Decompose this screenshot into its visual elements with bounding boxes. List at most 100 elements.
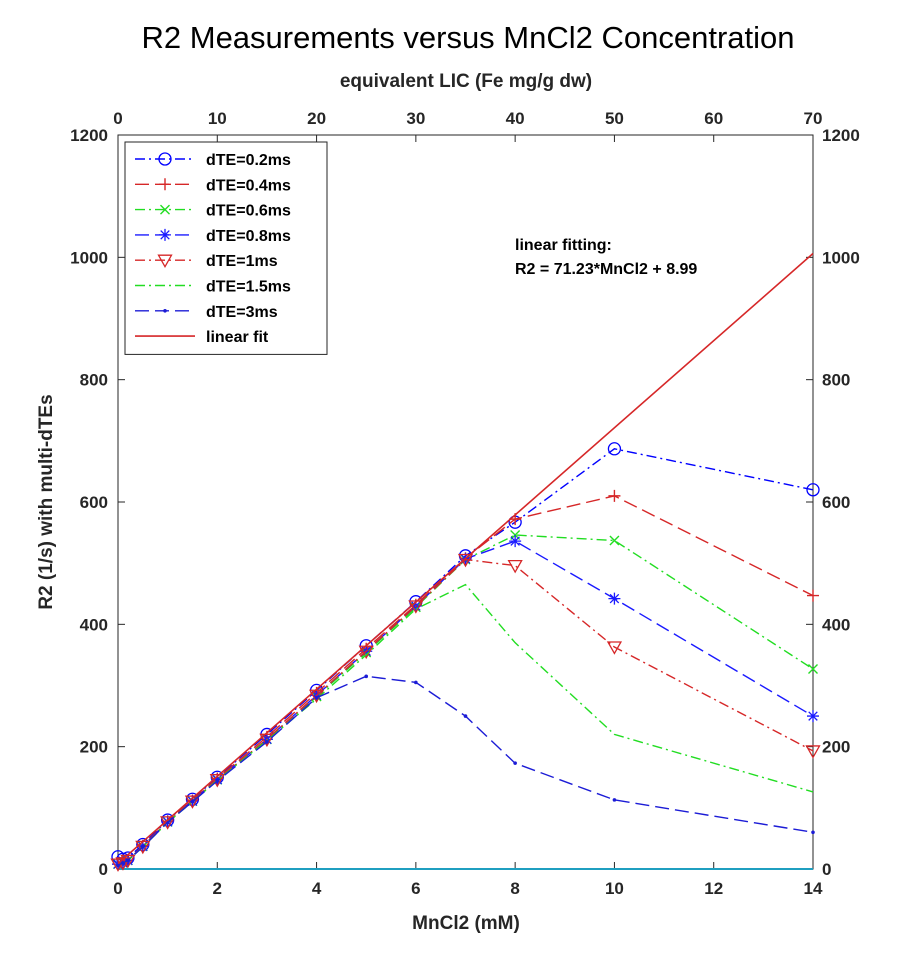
y-axis-label: R2 (1/s) with multi-dTEs [36, 394, 57, 609]
legend-item: linear fit [135, 329, 269, 346]
data-point [116, 863, 120, 868]
data-point [807, 589, 819, 602]
x-tick-label: 4 [312, 879, 322, 898]
series-layer [110, 252, 821, 872]
data-point [209, 774, 225, 788]
top-axis-label: equivalent LIC (Fe mg/g dw) [340, 71, 592, 92]
top-tick-label: 10 [208, 109, 227, 128]
x-tick-label: 6 [411, 879, 420, 898]
legend-item: dTE=0.2ms [135, 152, 291, 169]
y-tick-label-right: 600 [822, 493, 850, 512]
legend-marker [160, 204, 170, 215]
data-point [806, 483, 820, 497]
top-tick-label: 0 [113, 109, 122, 128]
data-point [314, 695, 319, 700]
data-point [606, 641, 623, 655]
y-tick-label: 600 [80, 493, 108, 512]
x-tick-label: 8 [510, 879, 519, 898]
annotation-line-2: R2 = 71.23*MnCl2 + 8.99 [515, 261, 697, 278]
data-point [807, 710, 819, 723]
legend-marker [158, 152, 172, 166]
chart-title: R2 Measurements versus MnCl2 Concentrati… [142, 20, 795, 55]
data-point [141, 845, 145, 849]
data-point [509, 535, 522, 548]
fit-annotation: linear fitting: R2 = 71.23*MnCl2 + 8.99 [515, 237, 697, 278]
y-tick-label-right: 200 [822, 738, 850, 757]
data-point [808, 663, 818, 674]
top-tick-label: 20 [307, 109, 326, 128]
series-dte-1ms [110, 553, 821, 872]
data-point [608, 489, 621, 502]
x-tick-label: 14 [804, 879, 823, 898]
series-line [117, 448, 814, 860]
x-tick-label: 0 [113, 879, 122, 898]
data-point [364, 674, 369, 679]
x-tick-label: 2 [213, 879, 222, 898]
legend-label: dTE=1ms [206, 253, 278, 270]
legend-marker [159, 228, 171, 241]
legend-label: dTE=3ms [206, 304, 278, 321]
data-point [609, 535, 620, 546]
data-point [463, 714, 468, 718]
y-tick-label: 1200 [70, 126, 108, 145]
top-tick-label: 30 [406, 109, 425, 128]
top-tick-label: 70 [804, 109, 823, 128]
data-point [408, 600, 424, 614]
legend-label: dTE=1.5ms [206, 279, 291, 296]
data-point [513, 761, 517, 765]
data-point [414, 680, 418, 685]
data-point [608, 592, 621, 605]
legend-label: dTE=0.6ms [206, 203, 291, 220]
top-tick-label: 40 [506, 109, 525, 128]
series-line [117, 252, 814, 865]
data-point [259, 733, 275, 748]
series-dte-3ms [116, 674, 815, 868]
x-axis-label: MnCl2 (mM) [412, 913, 520, 934]
y-tick-label-right: 400 [822, 615, 850, 634]
legend-label: dTE=0.2ms [206, 152, 291, 169]
y-tick-label: 0 [99, 860, 108, 879]
legend-marker [159, 178, 171, 191]
legend-item: dTE=0.6ms [135, 203, 291, 220]
data-point [805, 745, 821, 759]
data-point [190, 799, 195, 804]
y-tick-label: 800 [80, 371, 108, 390]
x-tick-label: 10 [605, 879, 624, 898]
legend-box [124, 141, 328, 355]
y-tick-label-right: 1200 [822, 126, 860, 145]
top-tick-label: 50 [605, 109, 624, 128]
y-tick-label: 1000 [70, 248, 108, 267]
data-point [457, 553, 474, 568]
legend-marker [157, 254, 173, 269]
data-point [110, 858, 126, 872]
legend-label: dTE=0.8ms [206, 228, 291, 245]
legend-item: dTE=0.8ms [135, 228, 291, 245]
legend-item: dTE=3ms [135, 304, 278, 321]
x-tick-label: 12 [704, 879, 723, 898]
y-tick-label: 200 [80, 738, 108, 757]
legend-label: linear fit [206, 329, 269, 346]
y-tick-label: 400 [80, 615, 108, 634]
data-point [507, 559, 523, 574]
data-point [121, 861, 125, 865]
legend-label: dTE=0.4ms [206, 177, 291, 194]
data-point [607, 442, 622, 456]
data-point [811, 830, 815, 835]
top-tick-label: 60 [704, 109, 723, 128]
y-tick-label-right: 0 [822, 860, 831, 879]
series-line [117, 495, 814, 865]
data-point [265, 739, 269, 744]
legend-marker [163, 309, 167, 313]
legend: dTE=0.2ms dTE=0.4ms dTE=0.6ms dTE=0.8ms dTE=… [124, 141, 328, 355]
series-line [117, 558, 814, 865]
data-point [612, 798, 617, 802]
annotation-line-1: linear fitting: [515, 237, 612, 254]
data-point [215, 779, 220, 783]
series-linear-fit [117, 252, 814, 865]
y-tick-label-right: 800 [822, 371, 850, 390]
legend-item: dTE=1ms [135, 253, 278, 270]
legend-item: dTE=1.5ms [135, 279, 291, 296]
legend-item: dTE=0.4ms [135, 177, 291, 194]
